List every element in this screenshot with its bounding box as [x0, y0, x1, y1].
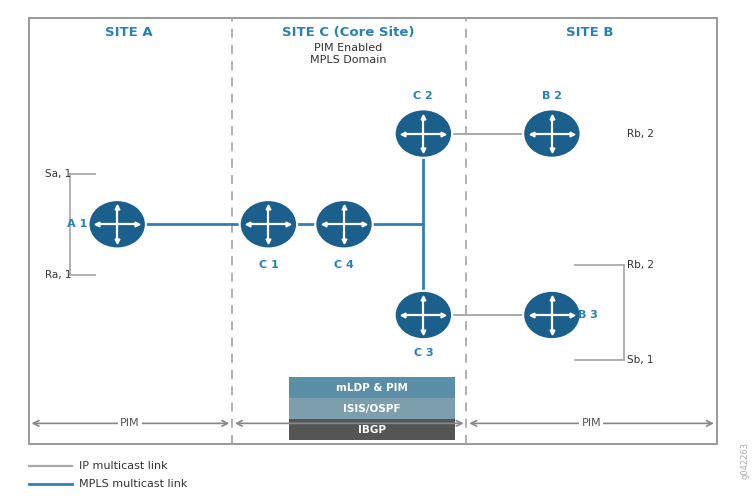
Text: mLDP & PIM: mLDP & PIM	[336, 383, 408, 393]
Ellipse shape	[523, 291, 581, 339]
Text: A 1: A 1	[67, 219, 87, 229]
Text: C 4: C 4	[334, 260, 354, 270]
FancyBboxPatch shape	[289, 419, 455, 440]
Text: SITE A: SITE A	[105, 26, 152, 39]
Text: Rb, 2: Rb, 2	[627, 129, 655, 139]
Text: SITE C (Core Site): SITE C (Core Site)	[281, 26, 414, 39]
Text: C 3: C 3	[414, 348, 433, 358]
Ellipse shape	[395, 109, 452, 158]
Ellipse shape	[523, 109, 581, 158]
Text: SITE B: SITE B	[566, 26, 613, 39]
FancyBboxPatch shape	[289, 377, 455, 398]
Ellipse shape	[315, 200, 373, 248]
Text: Sa, 1: Sa, 1	[45, 169, 72, 179]
Ellipse shape	[240, 200, 297, 248]
Text: Sb, 1: Sb, 1	[627, 355, 654, 365]
Text: Rb, 2: Rb, 2	[627, 260, 655, 270]
Text: B 3: B 3	[578, 310, 598, 320]
Text: PIM Enabled
MPLS Domain: PIM Enabled MPLS Domain	[309, 43, 386, 65]
FancyBboxPatch shape	[29, 18, 717, 444]
Text: PIM: PIM	[120, 418, 140, 428]
Text: PIM: PIM	[581, 418, 601, 428]
Ellipse shape	[395, 291, 452, 339]
Text: IP multicast link: IP multicast link	[79, 461, 168, 471]
Text: IBGP: IBGP	[358, 425, 386, 435]
Text: C 1: C 1	[259, 260, 278, 270]
Ellipse shape	[88, 200, 146, 248]
Text: C 2: C 2	[414, 91, 433, 101]
Text: B 2: B 2	[542, 91, 562, 101]
Text: g042263: g042263	[740, 442, 749, 479]
Text: MPLS multicast link: MPLS multicast link	[79, 479, 187, 489]
Text: ISIS/OSPF: ISIS/OSPF	[343, 404, 401, 414]
FancyBboxPatch shape	[289, 398, 455, 419]
Text: Ra, 1: Ra, 1	[45, 270, 72, 280]
